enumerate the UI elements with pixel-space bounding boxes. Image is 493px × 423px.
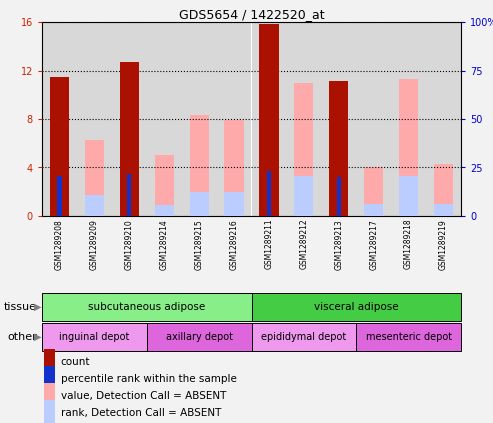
Bar [286, 22, 321, 216]
Bar [42, 22, 77, 216]
Bar [44, 366, 55, 391]
Bar [329, 81, 349, 216]
Bar [181, 22, 216, 216]
Bar [57, 176, 62, 216]
Bar [434, 164, 453, 216]
Bar [224, 120, 244, 216]
Bar [321, 22, 356, 216]
Text: ▶: ▶ [34, 332, 41, 342]
Bar [147, 323, 251, 351]
Bar [189, 192, 209, 216]
Bar [251, 293, 461, 321]
Bar [356, 22, 391, 216]
Text: axillary depot: axillary depot [166, 332, 233, 342]
Bar [259, 25, 279, 216]
Bar [112, 22, 147, 216]
Text: visceral adipose: visceral adipose [314, 302, 398, 312]
Text: inguinal depot: inguinal depot [59, 332, 130, 342]
Bar [44, 400, 55, 423]
Bar [127, 173, 132, 216]
Bar [216, 22, 251, 216]
Bar [147, 22, 181, 216]
Text: mesenteric depot: mesenteric depot [366, 332, 452, 342]
Text: rank, Detection Call = ABSENT: rank, Detection Call = ABSENT [61, 407, 221, 418]
Text: value, Detection Call = ABSENT: value, Detection Call = ABSENT [61, 390, 226, 401]
Bar [44, 349, 55, 374]
Bar [224, 192, 244, 216]
Bar [44, 383, 55, 408]
Bar [294, 176, 314, 216]
Bar [434, 204, 453, 216]
Bar [77, 22, 112, 216]
Bar [426, 22, 461, 216]
Bar [155, 155, 174, 216]
Bar [267, 171, 271, 216]
Title: GDS5654 / 1422520_at: GDS5654 / 1422520_at [178, 8, 324, 21]
Bar [155, 205, 174, 216]
Bar [120, 62, 139, 216]
Bar [399, 79, 418, 216]
Text: subcutaneous adipose: subcutaneous adipose [88, 302, 206, 312]
Bar [50, 77, 69, 216]
Bar [399, 176, 418, 216]
Bar [251, 323, 356, 351]
Bar [42, 323, 147, 351]
Text: tissue: tissue [4, 302, 37, 312]
Bar [364, 168, 384, 216]
Text: percentile rank within the sample: percentile rank within the sample [61, 374, 237, 384]
Bar [364, 204, 384, 216]
Bar [337, 177, 341, 216]
Bar [189, 115, 209, 216]
Text: epididymal depot: epididymal depot [261, 332, 347, 342]
Bar [85, 140, 104, 216]
Text: ▶: ▶ [34, 302, 41, 312]
Text: other: other [7, 332, 37, 342]
Bar [356, 323, 461, 351]
Bar [294, 82, 314, 216]
Bar [42, 293, 251, 321]
Bar [251, 22, 286, 216]
Bar [391, 22, 426, 216]
Bar [85, 195, 104, 216]
Text: count: count [61, 357, 90, 366]
